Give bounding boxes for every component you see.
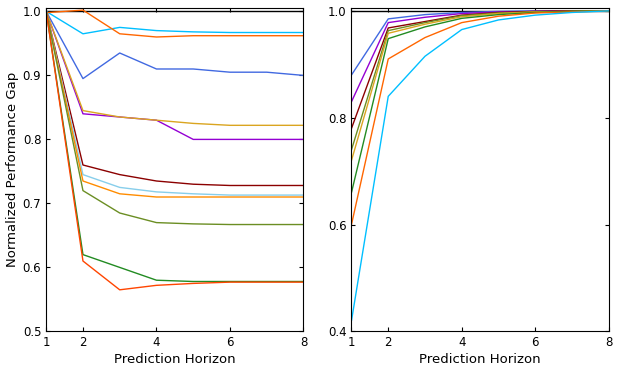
X-axis label: Prediction Horizon: Prediction Horizon	[419, 353, 541, 366]
X-axis label: Prediction Horizon: Prediction Horizon	[114, 353, 235, 366]
Y-axis label: Normalized Performance Gap: Normalized Performance Gap	[6, 72, 19, 267]
